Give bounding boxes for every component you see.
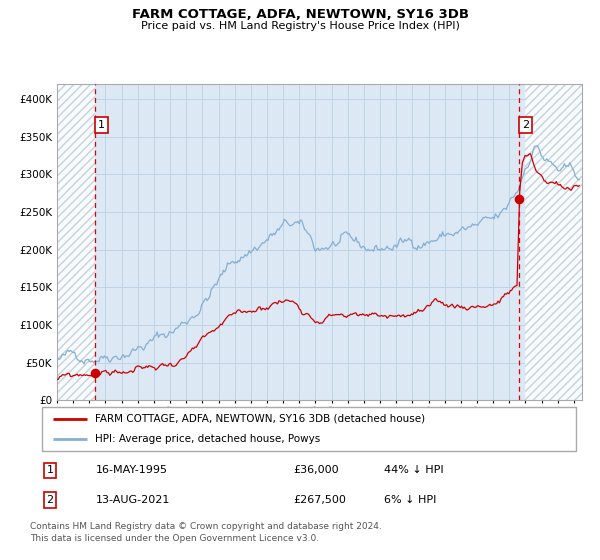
Point [515,194,524,203]
Text: 1: 1 [47,465,53,475]
Text: 2: 2 [522,120,529,130]
Text: Contains HM Land Registry data © Crown copyright and database right 2024.
This d: Contains HM Land Registry data © Crown c… [30,522,382,543]
Text: £267,500: £267,500 [293,495,346,505]
Text: FARM COTTAGE, ADFA, NEWTOWN, SY16 3DB (detached house): FARM COTTAGE, ADFA, NEWTOWN, SY16 3DB (d… [95,414,425,424]
Text: FARM COTTAGE, ADFA, NEWTOWN, SY16 3DB: FARM COTTAGE, ADFA, NEWTOWN, SY16 3DB [131,8,469,21]
Text: 16-MAY-1995: 16-MAY-1995 [95,465,167,475]
FancyBboxPatch shape [42,407,576,451]
Text: 6% ↓ HPI: 6% ↓ HPI [384,495,436,505]
Point [91,369,100,378]
Text: 2: 2 [46,495,53,505]
Text: 1: 1 [98,120,105,130]
Text: 44% ↓ HPI: 44% ↓ HPI [384,465,443,475]
Text: 13-AUG-2021: 13-AUG-2021 [95,495,170,505]
Text: £36,000: £36,000 [293,465,338,475]
Text: HPI: Average price, detached house, Powys: HPI: Average price, detached house, Powy… [95,434,320,444]
Text: Price paid vs. HM Land Registry's House Price Index (HPI): Price paid vs. HM Land Registry's House … [140,21,460,31]
